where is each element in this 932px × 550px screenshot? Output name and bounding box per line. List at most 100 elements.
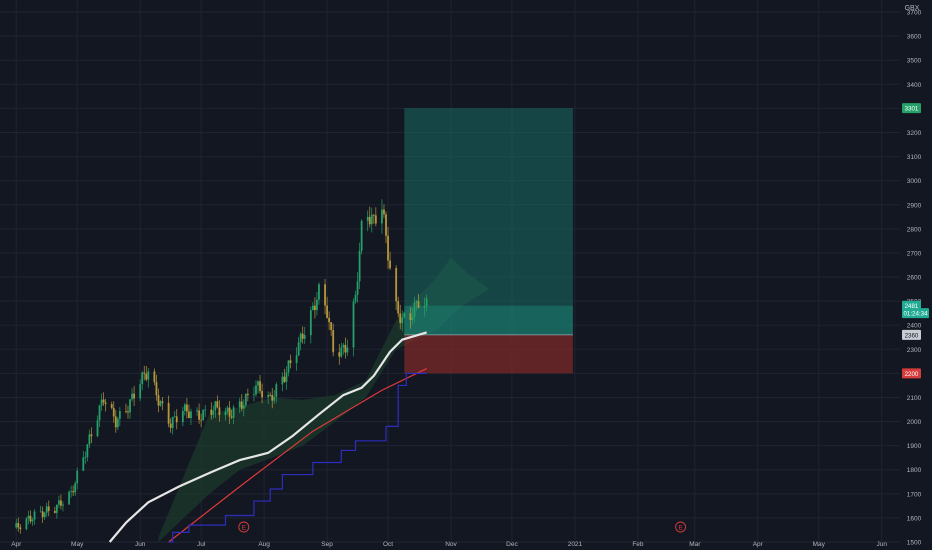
price-tag-label: 2200 (905, 371, 919, 378)
candle-body (190, 411, 192, 419)
y-tick-label: 3500 (907, 58, 922, 65)
candle-body (399, 313, 402, 324)
candle-body (342, 344, 345, 348)
candle-body (389, 260, 391, 269)
candle-body (401, 317, 404, 324)
candle-body (82, 457, 85, 471)
candle-body (98, 405, 101, 421)
candle-body (17, 523, 20, 528)
candle-body (96, 420, 99, 437)
y-tick-label: 2300 (907, 347, 922, 354)
price-tag-label: 01:24:34 (903, 311, 928, 318)
indicator-line (108, 331, 427, 543)
candle-body (397, 301, 400, 314)
candle-body (157, 395, 160, 406)
candle-body (116, 418, 119, 428)
candle-body (409, 313, 412, 321)
y-tick-label: 1500 (907, 540, 922, 547)
candle-body (267, 394, 270, 398)
candle-body (53, 510, 56, 513)
candle-body (110, 404, 113, 408)
candle-body (411, 316, 414, 321)
y-tick-label: 3200 (907, 130, 922, 137)
candles (15, 199, 428, 534)
candle-body (299, 333, 302, 343)
candle-body (232, 407, 235, 418)
y-tick-label: 1700 (907, 491, 922, 498)
candle-body (356, 281, 359, 295)
candle-body (259, 381, 261, 392)
candle-body (55, 504, 58, 513)
candle-body (403, 313, 406, 318)
candle-body (15, 523, 18, 528)
candle-body (204, 409, 207, 411)
time-axis[interactable]: Apr May Jun Jul Aug Sep Oct Nov Dec 2021 Feb Mar Apr… (11, 541, 887, 548)
candle-body (212, 410, 215, 415)
candle-body (210, 409, 213, 415)
candle-body (226, 407, 229, 412)
candle-body (368, 216, 371, 225)
candle-body (395, 268, 398, 302)
candle-body (242, 405, 245, 409)
candle-body (41, 511, 44, 518)
candle-body (76, 470, 79, 484)
candle-body (240, 401, 243, 409)
candle-body (261, 391, 263, 398)
candle-body (47, 506, 50, 511)
position-zones[interactable] (404, 108, 573, 374)
candle-body (358, 250, 361, 282)
candle-body (33, 511, 36, 520)
candle-body (352, 301, 355, 348)
candle-body (275, 384, 278, 397)
indicator-line (168, 372, 427, 543)
y-tick-label: 1900 (907, 443, 922, 450)
candle-body (58, 500, 60, 505)
candle-body (316, 299, 318, 311)
candle-body (318, 284, 320, 300)
candle-body (370, 214, 373, 225)
candle-body (88, 434, 91, 445)
candle-body (385, 214, 387, 236)
x-tick-label: Jun (876, 541, 887, 548)
candle-body (295, 355, 298, 363)
candle-body (271, 395, 274, 401)
candle-body (133, 393, 135, 399)
candle-body (383, 209, 385, 215)
candle-body (374, 215, 377, 224)
price-tag (902, 103, 921, 114)
candle-body (171, 416, 174, 428)
candle-body (153, 371, 156, 383)
candle-body (183, 404, 186, 411)
candle-body (214, 401, 217, 411)
candle-body (161, 401, 164, 403)
candle-body (273, 396, 276, 401)
candle-body (100, 399, 103, 406)
candle-body (366, 216, 369, 221)
candle-body (413, 302, 416, 317)
price-tag-label: 2481 (905, 303, 919, 310)
y-tick-label: 3600 (907, 34, 922, 41)
y-tick-label: 3400 (907, 82, 922, 89)
candle-body (324, 284, 326, 306)
candle-body (175, 416, 178, 423)
candle-body (39, 511, 42, 513)
candle-body (188, 411, 190, 419)
x-tick-label: Jul (197, 541, 206, 548)
candle-body (287, 360, 290, 373)
candle-body (159, 401, 162, 406)
candle-body (372, 214, 375, 216)
price-axis[interactable]: 1500 1600 1700 1800 1900 2000 2100 2200 2300 2400… (907, 10, 922, 547)
candle-body (330, 322, 333, 331)
candle-body (169, 423, 172, 428)
x-tick-label: Feb (632, 541, 644, 548)
candle-body (301, 333, 304, 339)
candle-body (198, 410, 200, 420)
candle-body (143, 372, 146, 374)
candle-body (60, 500, 62, 506)
candle-body (131, 393, 133, 400)
candle-body (68, 491, 70, 505)
candle-body (27, 515, 30, 519)
y-tick-label: 1800 (907, 467, 922, 474)
